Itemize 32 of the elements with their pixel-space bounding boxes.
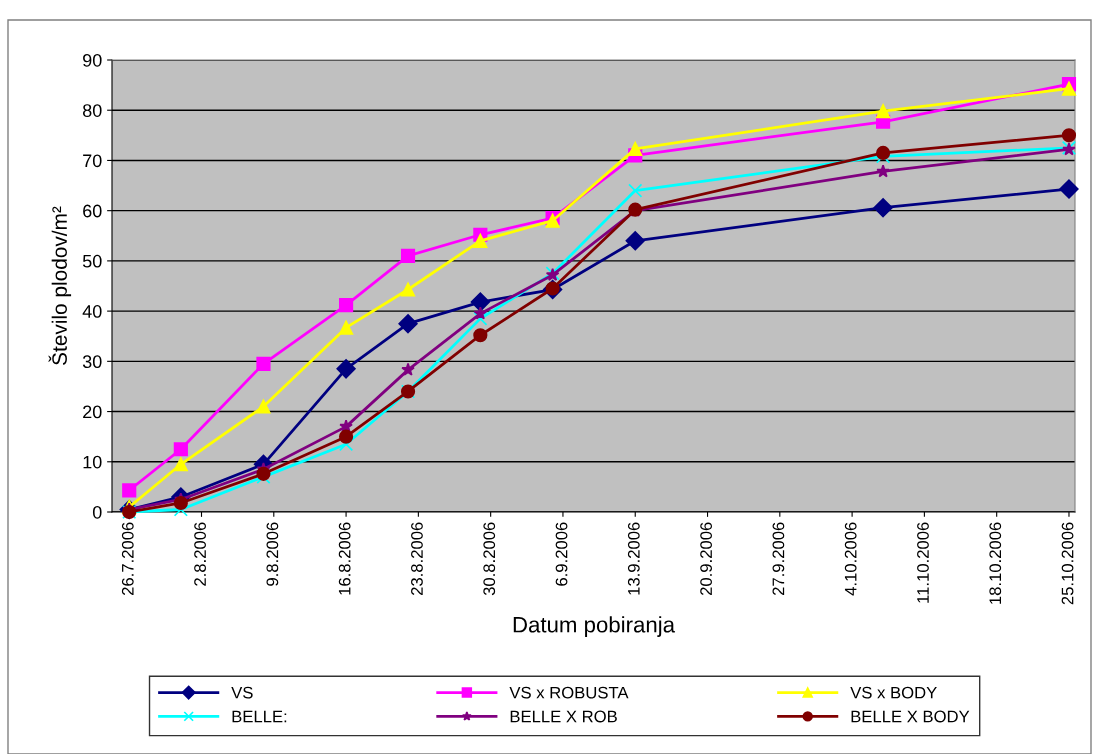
y-tick-label: 20 bbox=[83, 405, 102, 419]
y-tick-label: 40 bbox=[82, 305, 102, 318]
y-tick-label: 80 bbox=[82, 104, 102, 117]
legend-label: VS x BODY bbox=[850, 686, 937, 699]
y-tick-label: 0 bbox=[92, 505, 102, 519]
x-tick-label: 9.8.2006 bbox=[266, 522, 279, 586]
y-tick-label: 30 bbox=[82, 355, 102, 369]
legend-label: BELLE X ROB bbox=[510, 710, 617, 723]
y-tick-label: 10 bbox=[83, 455, 102, 469]
x-tick-label: 2.8.2006 bbox=[194, 522, 206, 586]
legend-label: BELLE: bbox=[232, 710, 287, 723]
x-tick-label: 26.7.2006 bbox=[121, 522, 134, 596]
x-tick-label: 6.9.2006 bbox=[555, 522, 568, 586]
x-tick-label: 16.8.2006 bbox=[338, 522, 351, 595]
x-tick-label: 23.8.2006 bbox=[411, 522, 423, 596]
legend-label: BELLE X BODY bbox=[851, 710, 970, 723]
x-tick-label: 27.9.2006 bbox=[772, 522, 785, 596]
x-tick-label: 13.9.2006 bbox=[627, 522, 640, 595]
legend-label: VS bbox=[231, 686, 253, 699]
y-tick-label: 90 bbox=[83, 53, 102, 67]
y-tick-label: 70 bbox=[83, 154, 102, 168]
legend-label: VS x ROBUSTA bbox=[509, 686, 629, 699]
x-tick-label: 30.8.2006 bbox=[483, 522, 496, 596]
y-axis-title: Število plodov/m² bbox=[48, 206, 72, 365]
y-tick-label: 60 bbox=[83, 204, 102, 218]
y-tick-label: 50 bbox=[82, 254, 102, 268]
x-axis-title: Datum pobiranja bbox=[513, 616, 676, 637]
x-tick-label: 25.10.2006 bbox=[1061, 522, 1074, 605]
x-tick-label: 20.9.2006 bbox=[700, 522, 712, 596]
x-tick-label: 4.10.2006 bbox=[844, 522, 857, 596]
x-tick-label: 18.10.2006 bbox=[989, 522, 1002, 604]
x-tick-label: 11.10.2006 bbox=[917, 522, 929, 603]
